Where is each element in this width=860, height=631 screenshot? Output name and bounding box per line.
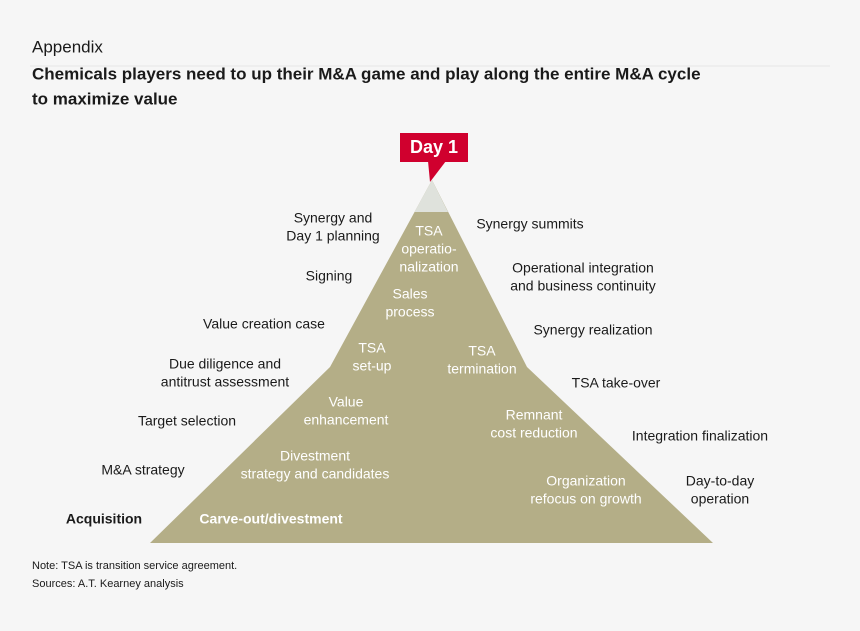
left-label: M&A strategy xyxy=(101,462,184,478)
right-label: Day-to-day xyxy=(686,473,754,489)
right-label: Integration finalization xyxy=(632,428,768,444)
right-label: Synergy realization xyxy=(533,322,652,338)
pyramid-label: TSA xyxy=(358,340,386,356)
title: to maximize value xyxy=(32,89,178,108)
pyramid-label: enhancement xyxy=(304,412,389,428)
pyramid-label: cost reduction xyxy=(490,425,577,441)
right-label: Operational integration xyxy=(512,260,654,276)
left-label: Due diligence and xyxy=(169,356,281,372)
footnote: Note: TSA is transition service agreemen… xyxy=(32,560,237,572)
pyramid-label: set-up xyxy=(353,358,392,374)
left-label: Target selection xyxy=(138,413,236,429)
callout-pointer xyxy=(428,161,446,182)
pyramid-label: TSA xyxy=(415,223,443,239)
right-label: Synergy summits xyxy=(476,216,583,232)
callout: Day 1 xyxy=(410,137,458,157)
title: Chemicals players need to up their M&A g… xyxy=(32,64,701,83)
pyramid-label: strategy and candidates xyxy=(241,466,390,482)
pyramid-tip xyxy=(414,180,448,212)
pyramid-label: process xyxy=(385,304,434,320)
pyramid-label: operatio- xyxy=(401,241,457,257)
left-label: Signing xyxy=(306,268,353,284)
left-label: antitrust assessment xyxy=(161,374,289,390)
pyramid-label: Organization xyxy=(546,473,625,489)
left-label: Synergy and xyxy=(294,210,373,226)
callout-box xyxy=(400,133,468,162)
pyramid-label: termination xyxy=(447,361,516,377)
pyramid-label: Sales xyxy=(392,286,427,302)
pyramid xyxy=(150,180,713,543)
pyramid-label: Divestment xyxy=(280,448,350,464)
side-label: Acquisition xyxy=(66,511,142,527)
left-label: Day 1 planning xyxy=(286,228,379,244)
footnote: Sources: A.T. Kearney analysis xyxy=(32,578,184,590)
pyramid-label: Remnant xyxy=(506,407,563,423)
pyramid-label: TSA xyxy=(468,343,496,359)
pyramid-label: Value xyxy=(329,394,364,410)
right-label: operation xyxy=(691,491,749,507)
right-label: TSA take-over xyxy=(572,375,661,391)
pyramid-label: refocus on growth xyxy=(530,491,641,507)
right-label: and business continuity xyxy=(510,278,656,294)
side-label: Carve-out/divestment xyxy=(199,511,342,527)
section-label: Appendix xyxy=(32,37,103,56)
left-label: Value creation case xyxy=(203,316,325,332)
pyramid-label: nalization xyxy=(399,259,458,275)
